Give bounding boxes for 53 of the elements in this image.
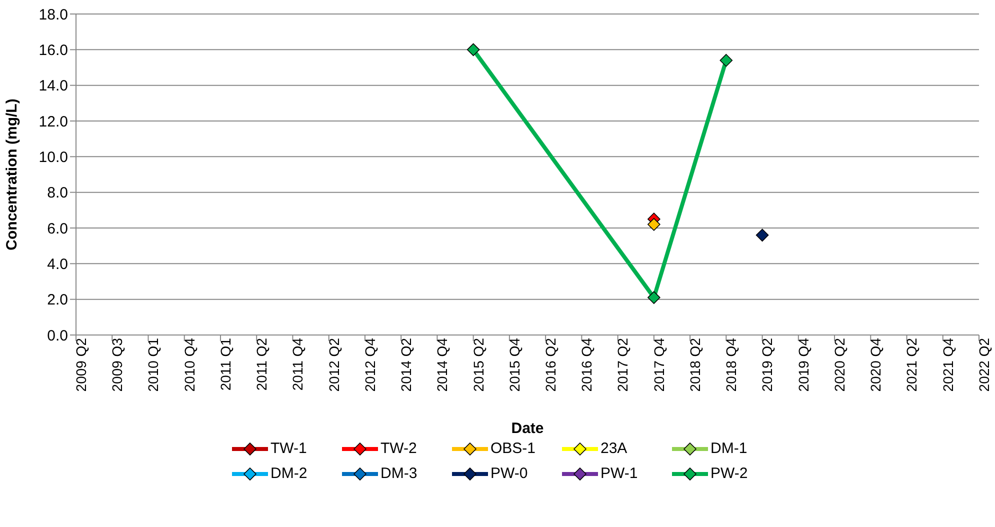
y-tick-label: 2.0 (47, 292, 68, 309)
legend-label: TW-1 (270, 440, 307, 457)
legend-label: PW-1 (600, 465, 638, 482)
x-tick-label: 2017 Q4 (650, 338, 667, 392)
x-tick-label: 2022 Q2 (976, 338, 992, 392)
legend-label: DM-2 (270, 465, 308, 482)
point (720, 54, 733, 67)
x-tick-label: 2010 Q1 (145, 338, 162, 392)
y-axis-title: Concentration (mg/L) (3, 98, 20, 250)
legend-label: TW-2 (380, 440, 417, 457)
x-tick-label: 2012 Q2 (326, 338, 342, 392)
x-tick-label: 2014 Q2 (398, 338, 414, 392)
x-axis-title: Date (511, 420, 544, 437)
x-tick-label: 2017 Q2 (614, 338, 631, 392)
x-tick-label: 2009 Q2 (72, 338, 89, 392)
y-tick-label: 18.0 (38, 6, 68, 24)
y-tick-label: 4.0 (47, 256, 68, 273)
x-tick-label: 2015 Q2 (470, 338, 486, 392)
point (648, 291, 660, 304)
point (466, 43, 480, 56)
x-tick-label: 2011 Q2 (254, 338, 270, 391)
x-tick-label: 2011 Q1 (217, 338, 234, 391)
x-tick-label: 2015 Q4 (506, 338, 522, 392)
y-tick-label: 6.0 (47, 220, 68, 238)
x-tick-label: 2014 Q4 (434, 338, 450, 392)
x-tick-label: 2011 Q4 (290, 338, 306, 391)
point (648, 218, 660, 231)
x-tick-label: 2018 Q2 (686, 338, 703, 392)
x-tick-label: 2021 Q4 (940, 338, 956, 392)
x-tick-label: 2020 Q4 (868, 338, 884, 392)
point (756, 228, 769, 242)
legend-label: OBS-1 (490, 440, 536, 457)
x-tick-label: 2019 Q2 (759, 338, 776, 392)
legend-label: PW-2 (710, 465, 748, 482)
x-tick-label: 2018 Q4 (723, 338, 740, 392)
y-tick-label: 16.0 (38, 42, 68, 59)
x-tick-label: 2009 Q3 (109, 338, 126, 392)
x-tick-label: 2010 Q4 (181, 338, 198, 392)
x-tick-label: 2021 Q2 (904, 338, 920, 392)
x-tick-label: 2019 Q4 (795, 338, 812, 392)
legend-label: 23A (600, 440, 628, 457)
x-tick-label: 2016 Q2 (542, 338, 558, 392)
y-tick-label: 8.0 (47, 184, 68, 202)
legend-label: DM-3 (380, 465, 418, 482)
y-tick-label: 14.0 (38, 78, 68, 95)
x-tick-label: 2020 Q2 (831, 338, 848, 392)
legend-label: DM-1 (710, 440, 748, 457)
y-tick-label: 0.0 (47, 327, 68, 344)
y-tick-label: 10.0 (38, 148, 68, 166)
y-tick-label: 12.0 (38, 113, 68, 130)
x-tick-label: 2012 Q4 (362, 338, 378, 392)
legend-label: PW-0 (490, 465, 528, 482)
x-tick-label: 2016 Q4 (578, 338, 595, 392)
